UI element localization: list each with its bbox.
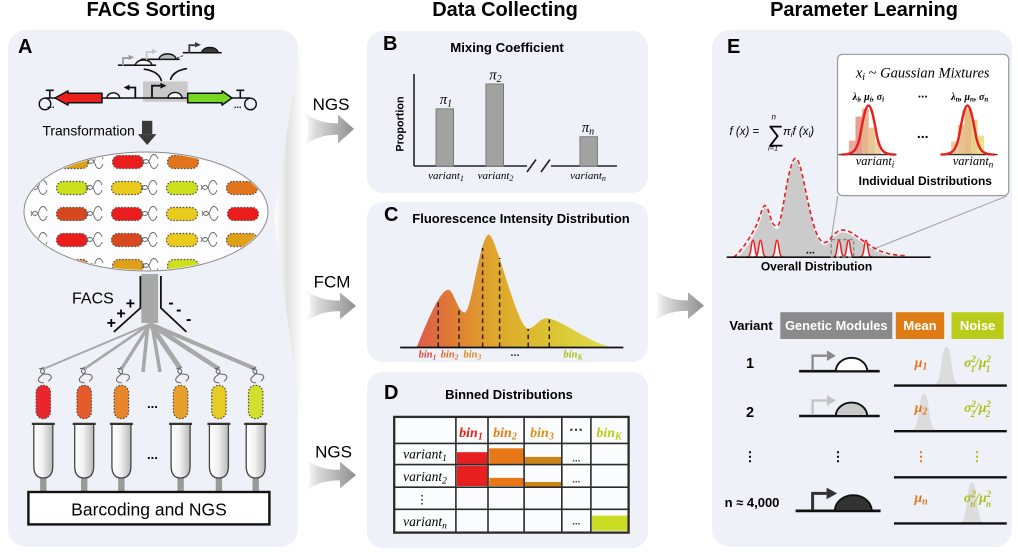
svg-text:bin2: bin2 [441, 350, 459, 362]
svg-text:...: ... [917, 125, 929, 141]
svg-text:bin1: bin1 [419, 350, 437, 362]
svg-text:B: B [383, 33, 397, 55]
svg-text:Mixing Coefficient: Mixing Coefficient [450, 40, 564, 55]
svg-text:bin3: bin3 [464, 350, 482, 362]
svg-text:Individual Distributions: Individual Distributions [859, 174, 993, 188]
svg-text:n ≈ 4,000: n ≈ 4,000 [725, 495, 780, 510]
svg-text:Overall Distribution: Overall Distribution [761, 260, 872, 274]
svg-text:+: + [107, 315, 116, 332]
svg-text:variant1: variant1 [428, 170, 464, 183]
svg-text:xi ~ Gaussian Mixtures: xi ~ Gaussian Mixtures [855, 66, 990, 84]
svg-text:bin1: bin1 [459, 426, 483, 443]
svg-text:σ2n/μ2n: σ2 n/μ2 n [964, 489, 992, 509]
svg-text:...: ... [918, 87, 928, 101]
svg-text:+: + [116, 305, 125, 322]
svg-text:...: ... [572, 517, 581, 528]
svg-text:⋮: ⋮ [416, 493, 428, 507]
svg-text:variant2: variant2 [478, 170, 514, 183]
svg-text:NGS: NGS [315, 443, 352, 462]
svg-text:⋮: ⋮ [831, 449, 845, 464]
svg-text:Noise: Noise [960, 318, 995, 333]
svg-text:i=1: i=1 [768, 144, 778, 153]
svg-text:Genetic Modules: Genetic Modules [785, 318, 887, 333]
svg-text:1: 1 [746, 356, 754, 372]
svg-text:C: C [384, 204, 398, 226]
svg-text:E: E [727, 36, 740, 58]
svg-text:-: - [168, 294, 173, 311]
svg-text:∑: ∑ [768, 121, 784, 147]
svg-text:⋯: ⋯ [569, 421, 583, 437]
svg-text:variantn: variantn [953, 154, 994, 170]
svg-text:FCM: FCM [314, 272, 351, 291]
svg-text:...: ... [806, 245, 815, 257]
svg-text:variant1: variant1 [403, 447, 447, 465]
svg-text:-: - [176, 301, 181, 318]
svg-text:⋮: ⋮ [970, 449, 984, 464]
svg-text:Fluorescence Intensity Distrib: Fluorescence Intensity Distribution [412, 211, 629, 226]
svg-text:πif (xi): πif (xi) [783, 126, 814, 139]
svg-text:NGS: NGS [313, 95, 350, 114]
svg-text:n: n [772, 113, 777, 122]
svg-text:...: ... [147, 396, 158, 411]
svg-text:FACS: FACS [72, 291, 114, 308]
svg-text:σ21/μ21: σ2 1/μ2 1 [964, 354, 991, 374]
svg-text:...: ... [234, 100, 242, 110]
svg-text:Data Collecting: Data Collecting [432, 0, 578, 21]
svg-text:Binned Distributions: Binned Distributions [445, 387, 573, 402]
svg-text:A: A [18, 36, 32, 58]
svg-text:...: ... [572, 454, 581, 465]
svg-text:varianti: varianti [856, 154, 895, 170]
svg-text:Variant: Variant [729, 318, 773, 333]
svg-text:Mean: Mean [903, 318, 936, 333]
svg-text:⋮: ⋮ [743, 449, 757, 464]
svg-text:2: 2 [746, 405, 754, 421]
svg-text:⋮: ⋮ [914, 449, 928, 464]
svg-text:...: ... [47, 100, 55, 110]
svg-text:...: ... [147, 447, 158, 462]
svg-text:Transformation: Transformation [43, 124, 135, 139]
svg-text:D: D [384, 382, 398, 404]
svg-text:bin3: bin3 [530, 426, 554, 443]
svg-text:binK: binK [563, 350, 583, 362]
svg-text:Parameter Learning: Parameter Learning [770, 0, 958, 21]
svg-text:variantn: variantn [403, 514, 447, 532]
svg-text:-: - [186, 311, 191, 328]
svg-text:FACS Sorting: FACS Sorting [87, 0, 216, 21]
svg-text:variant2: variant2 [403, 469, 447, 487]
svg-text:Barcoding and NGS: Barcoding and NGS [71, 500, 227, 520]
svg-text:+: + [126, 296, 135, 313]
svg-text:λi, μi, σi: λi, μi, σi [852, 92, 884, 104]
svg-text:bin2: bin2 [493, 426, 517, 443]
svg-text:λn, μn, σn: λn, μn, σn [950, 92, 988, 104]
svg-text:...: ... [572, 475, 581, 486]
svg-text:variantn: variantn [570, 170, 606, 183]
svg-text:f (x) =: f (x) = [730, 126, 760, 138]
svg-text:...: ... [510, 347, 519, 359]
svg-text:Proportion: Proportion [395, 96, 407, 151]
svg-text:σ22/μ22: σ2 2/μ2 2 [964, 399, 991, 419]
